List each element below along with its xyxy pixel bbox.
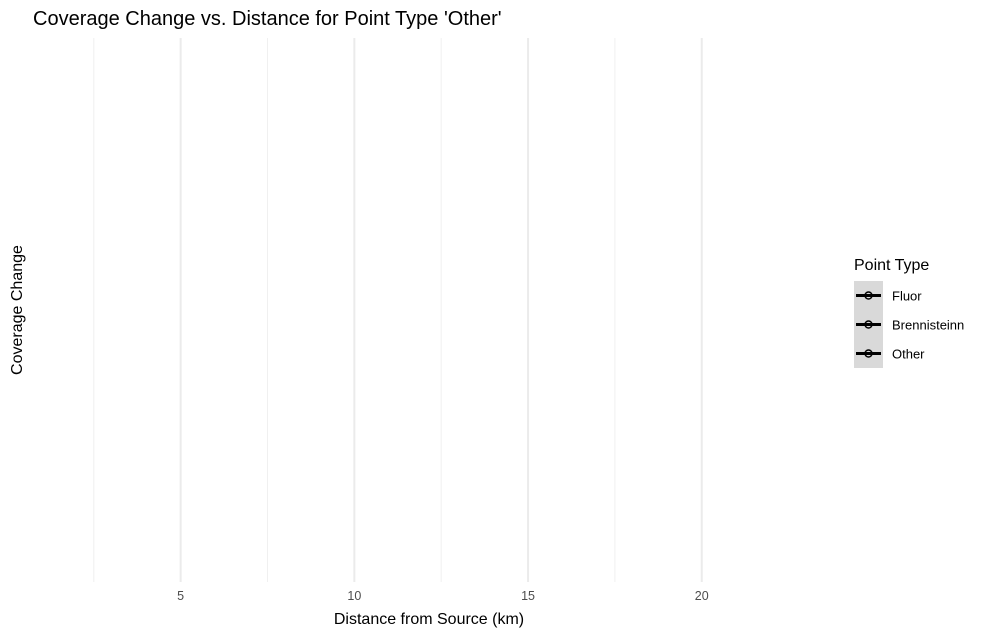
x-tick-label: 20 <box>695 589 709 603</box>
x-tick-label: 5 <box>177 589 184 603</box>
major-gridlines <box>179 38 703 582</box>
legend-key-point <box>864 291 873 300</box>
legend-key-point <box>864 320 873 329</box>
legend-key-point <box>864 349 873 358</box>
x-axis-tick-labels: 5 10 15 20 <box>177 589 709 603</box>
legend-label: Other <box>892 347 925 362</box>
legend-items: Fluor Brennisteinn Other <box>854 281 964 368</box>
chart-title: Coverage Change vs. Distance for Point T… <box>33 8 502 30</box>
x-axis-title: Distance from Source (km) <box>334 611 524 628</box>
y-axis-title: Coverage Change <box>9 245 26 375</box>
legend: Point Type Fluor Brennisteinn Other <box>854 257 964 368</box>
plot-panel <box>93 38 703 582</box>
legend-title: Point Type <box>854 257 929 274</box>
minor-gridlines <box>93 38 616 582</box>
x-tick-label: 10 <box>347 589 361 603</box>
legend-label: Fluor <box>892 289 922 304</box>
x-tick-label: 15 <box>521 589 535 603</box>
legend-label: Brennisteinn <box>892 318 964 333</box>
